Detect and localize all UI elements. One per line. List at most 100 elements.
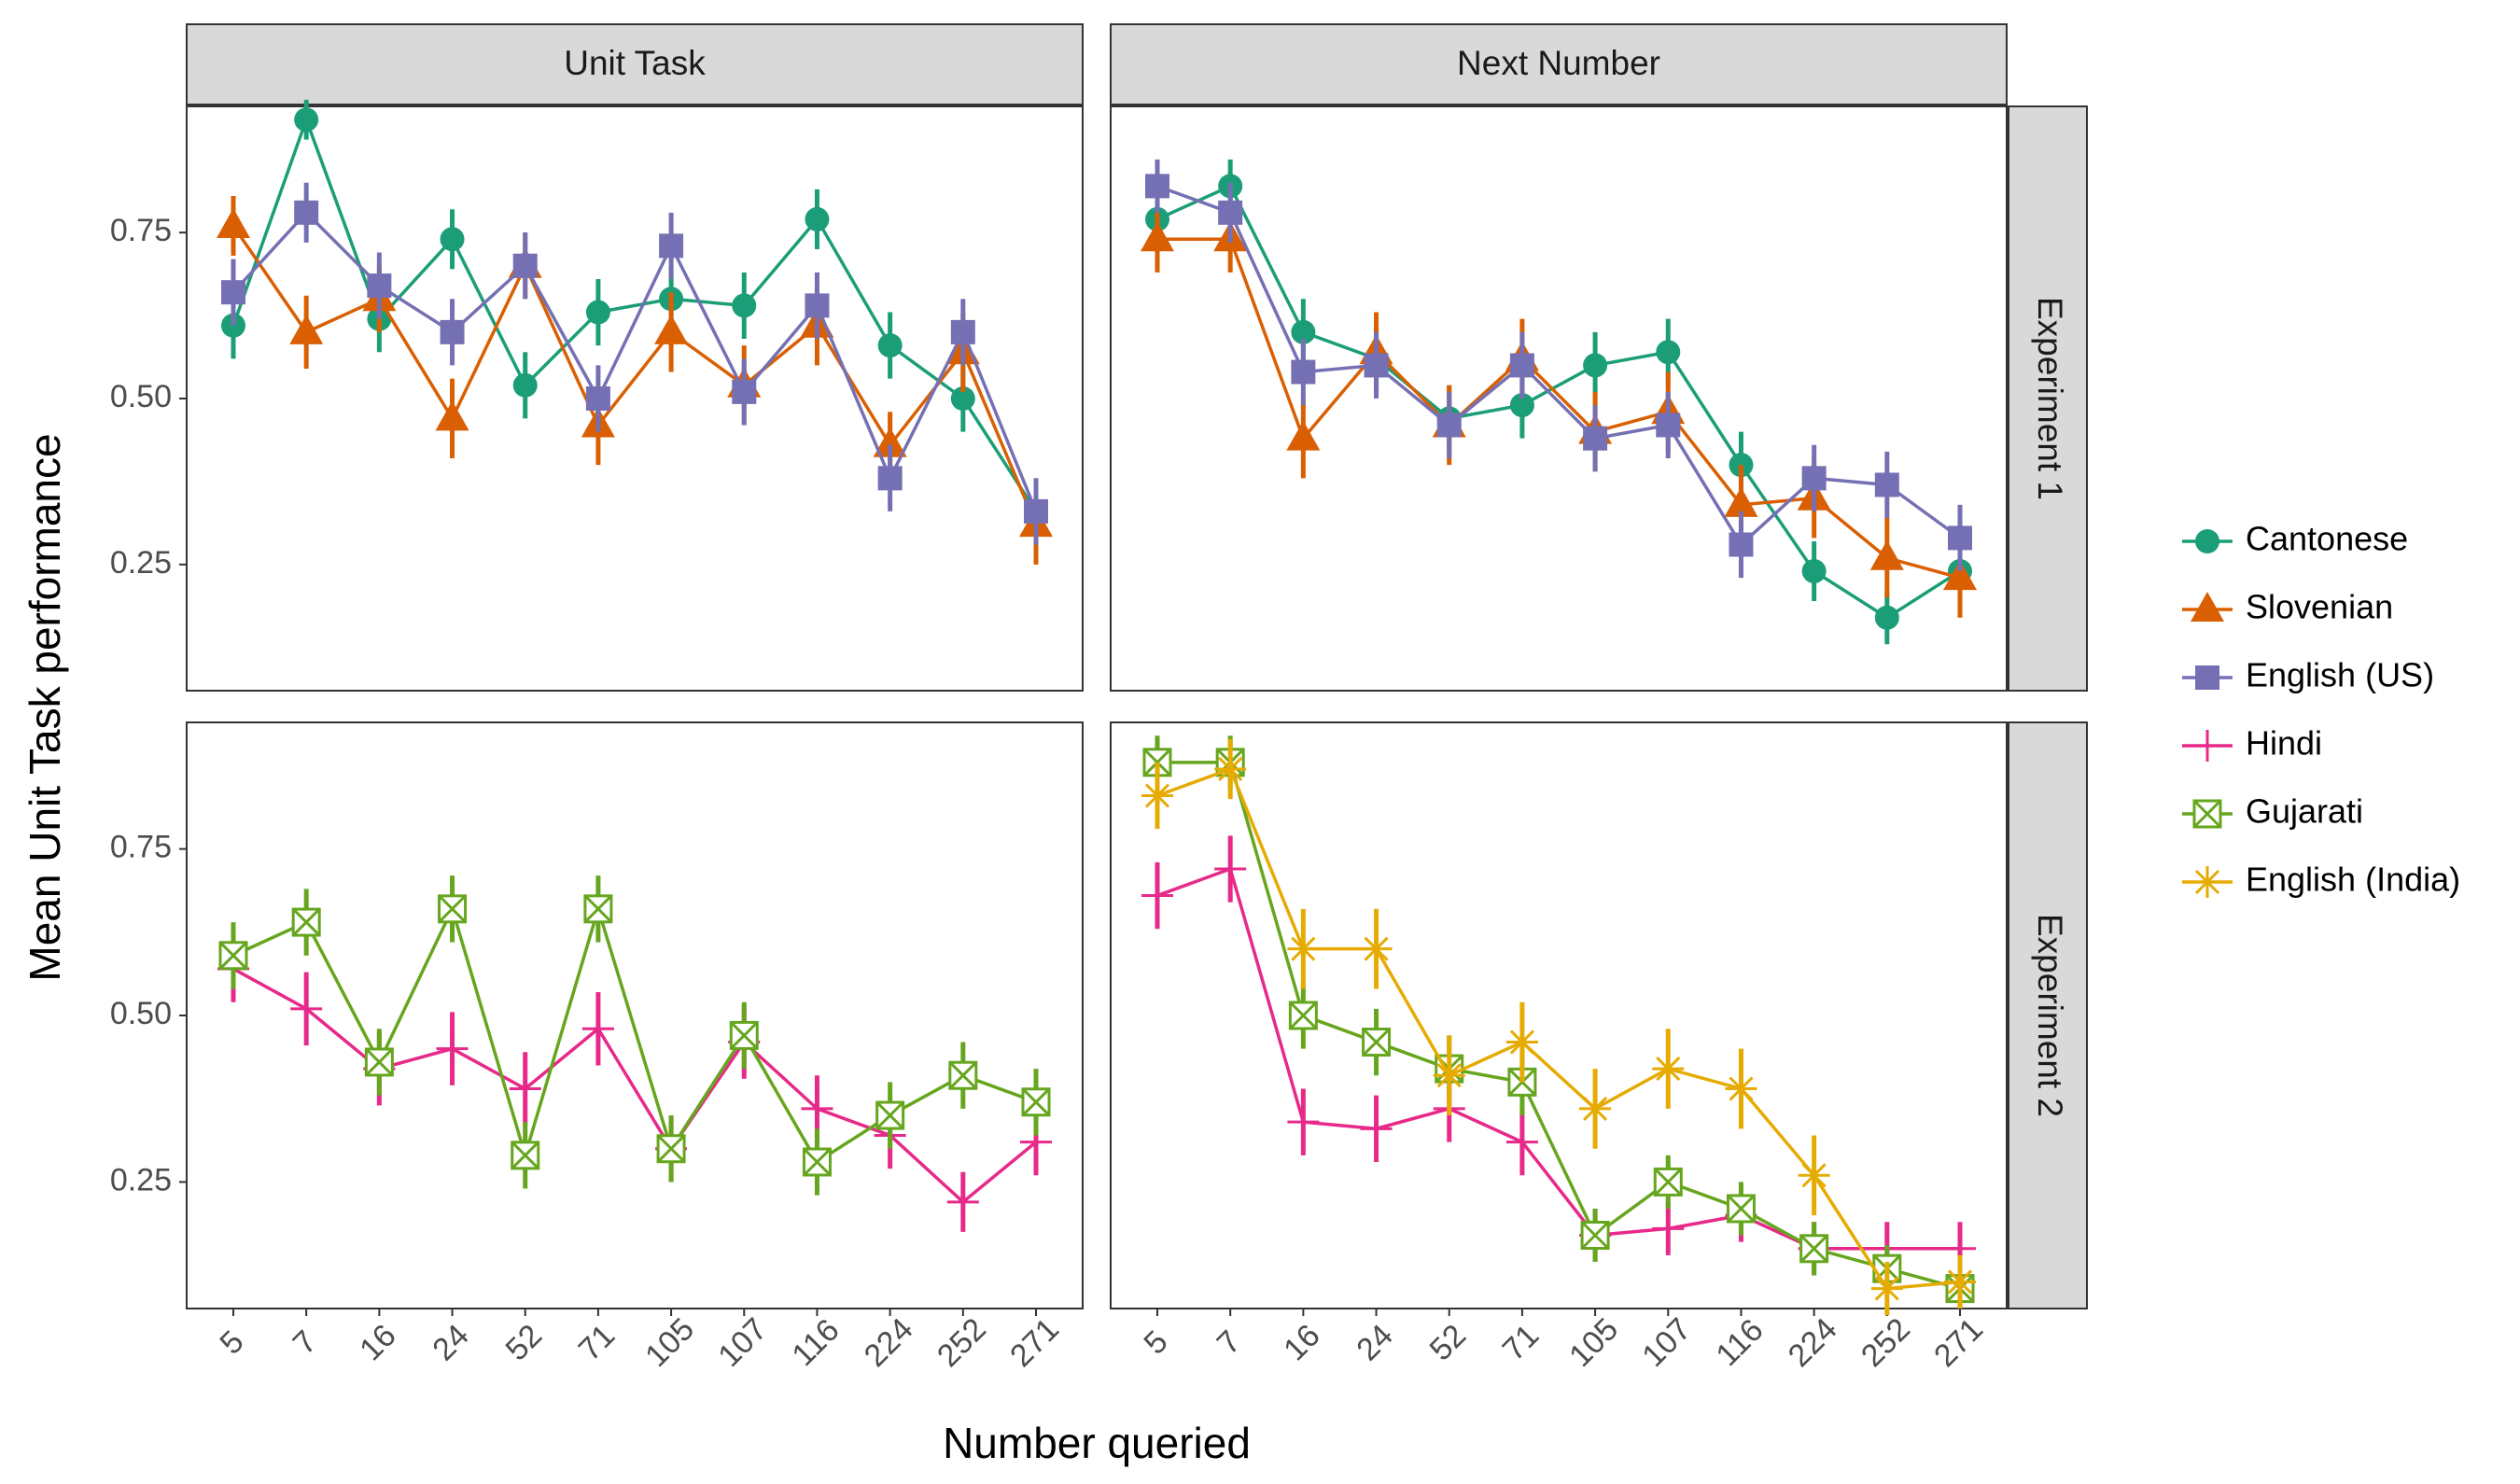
data-point [1021, 1087, 1051, 1117]
data-point [585, 386, 610, 411]
data-point [654, 314, 689, 344]
legend-key-marker [2195, 665, 2219, 690]
data-point [585, 300, 610, 325]
data-point [1360, 1113, 1393, 1145]
y-tick-label: 0.75 [110, 213, 172, 248]
data-point [1288, 1001, 1318, 1030]
legend-label: English (US) [2246, 656, 2434, 694]
strip-label-experiment-2: Experiment 2 [2031, 914, 2069, 1117]
x-tick-label: 116 [1709, 1312, 1770, 1373]
legend-key-marker [2191, 730, 2223, 762]
data-point [290, 992, 323, 1025]
data-point [1729, 532, 1754, 557]
data-point [1509, 353, 1534, 378]
data-point [1214, 853, 1247, 885]
data-point [1286, 420, 1321, 451]
data-point [1726, 1194, 1756, 1224]
x-tick-label: 52 [498, 1318, 549, 1368]
legend-key-marker [2191, 592, 2224, 622]
legend-label: Hindi [2246, 724, 2322, 763]
data-point [1362, 1028, 1392, 1057]
data-point [1291, 359, 1316, 385]
data-point [1509, 393, 1534, 418]
data-point [509, 1072, 541, 1105]
data-point [1505, 1126, 1538, 1158]
legend: Cantonese Slovenian English (US) Hindi Gujar… [2182, 520, 2460, 899]
x-tick-label: 5 [1137, 1323, 1174, 1361]
x-tick-label: 16 [353, 1318, 403, 1368]
data-point [221, 280, 245, 305]
data-point [1725, 1072, 1757, 1105]
data-point [435, 400, 469, 431]
x-tick-label: 224 [1782, 1311, 1844, 1374]
x-tick-label: 107 [711, 1311, 774, 1374]
x-tick-label: 16 [1277, 1318, 1327, 1368]
data-point [1360, 932, 1393, 965]
data-point [218, 941, 248, 971]
data-point [440, 227, 465, 252]
y-tick-label: 0.50 [110, 379, 172, 414]
legend-label: Slovenian [2246, 588, 2393, 626]
data-point [291, 907, 321, 937]
x-tick-label: 271 [1003, 1311, 1066, 1374]
data-point [294, 107, 319, 133]
data-point [877, 466, 903, 491]
x-tick-label: 224 [858, 1311, 920, 1374]
legend-item-cantonese: Cantonese [2182, 520, 2408, 558]
data-point [656, 1134, 686, 1164]
data-point [1799, 1234, 1829, 1264]
strip-col-next-number [1110, 23, 2008, 105]
x-tick-label: 5 [213, 1323, 250, 1361]
legend-label: Cantonese [2246, 520, 2408, 558]
data-point [294, 200, 319, 225]
series-gujarati-r1c0 [218, 875, 1051, 1196]
data-point [1505, 1026, 1538, 1058]
plot-layer [217, 99, 1977, 1316]
legend-item-gujarati: Gujarati [2182, 792, 2363, 831]
data-point [1874, 472, 1899, 497]
data-point [729, 1020, 759, 1050]
data-point [438, 894, 468, 924]
data-point [1583, 353, 1608, 378]
data-point [1653, 1167, 1683, 1197]
series-english-us-r0c1 [1145, 159, 1972, 579]
data-point [1433, 1059, 1465, 1092]
data-point [1801, 466, 1827, 491]
data-point [1141, 221, 1174, 252]
data-point [1874, 605, 1899, 630]
data-point [1656, 340, 1681, 365]
data-point [1801, 558, 1827, 583]
strip-col-unit-task [186, 23, 1084, 105]
y-axis-title: Mean Unit Task performance [21, 433, 69, 981]
data-point [948, 1060, 978, 1090]
data-point [1869, 539, 1904, 570]
y-tick-label: 0.25 [110, 1162, 172, 1197]
series-line [1156, 184, 1961, 620]
data-point [1436, 413, 1462, 438]
strip-label-unit-task: Unit Task [564, 44, 706, 82]
legend-key-marker [2192, 799, 2222, 829]
data-point [732, 379, 757, 404]
legend-label: English (India) [2246, 861, 2460, 899]
data-point [289, 314, 324, 344]
series-line [1156, 766, 1961, 1291]
panel-exp1-next-number [1110, 105, 2008, 692]
x-tick-label: 24 [426, 1318, 476, 1368]
x-tick-label: 71 [572, 1318, 623, 1368]
data-point [581, 1013, 614, 1045]
data-point [1218, 200, 1243, 225]
data-point [1580, 1221, 1610, 1250]
data-point [1145, 174, 1169, 199]
legend-key-marker [2191, 866, 2223, 898]
data-point [512, 253, 538, 278]
data-point [1024, 498, 1048, 524]
data-point [1583, 426, 1608, 451]
data-point [440, 319, 465, 344]
data-point [436, 1032, 469, 1065]
series-english-india-r1c1 [1141, 738, 1976, 1316]
data-point [1214, 752, 1247, 785]
legend-item-english-us: English (US) [2182, 656, 2434, 694]
data-point [1652, 1053, 1685, 1085]
legend-label: Gujarati [2246, 792, 2363, 831]
